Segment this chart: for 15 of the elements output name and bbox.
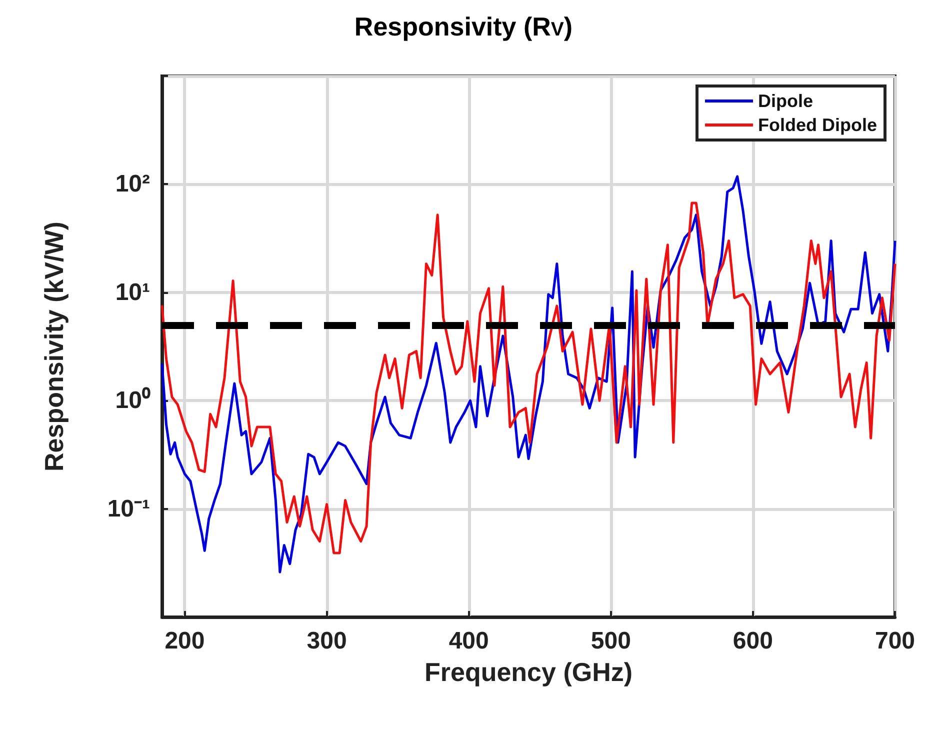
chart-title: Responsivity (RV) (354, 11, 573, 42)
x-tick-label: 500 (590, 628, 631, 654)
x-axis-title: Frequency (GHz) (424, 657, 633, 687)
legend-label: Dipole (758, 91, 814, 111)
y-tick-label: 10¹ (115, 278, 150, 306)
x-tick-label: 700 (874, 628, 916, 654)
y-tick-label: 10⁰ (115, 387, 151, 414)
y-axis-title: Responsivity (kV/W) (39, 222, 69, 472)
legend-label: Folded Dipole (758, 115, 878, 135)
x-tick-label: 200 (164, 628, 205, 654)
x-tick-label: 400 (448, 628, 489, 654)
y-tick-label: 10⁻¹ (107, 495, 150, 522)
y-tick-label: 10² (115, 170, 150, 198)
x-tick-label: 600 (732, 628, 773, 654)
x-tick-label: 300 (306, 628, 347, 654)
